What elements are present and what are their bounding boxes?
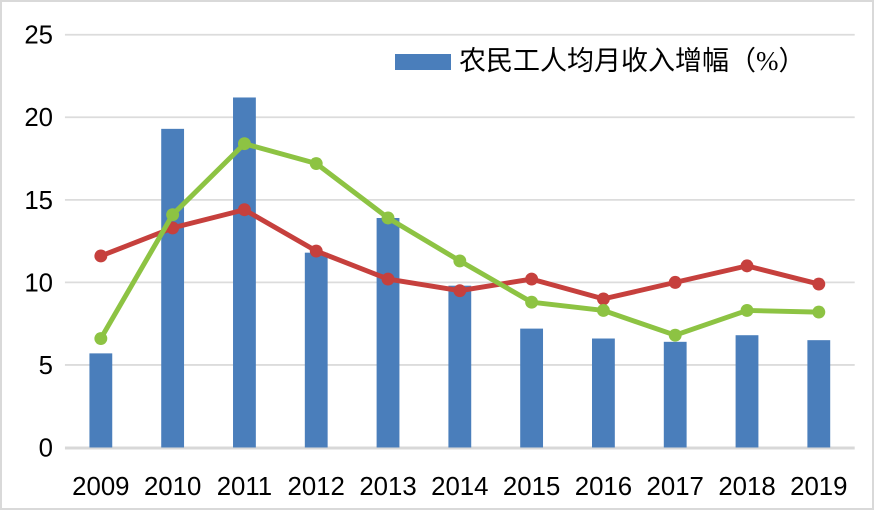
x-axis-tick-label: 2018 [718, 473, 775, 501]
bar-2010 [161, 128, 185, 448]
red-line-point-2014 [453, 284, 467, 298]
red-line-point-2019 [812, 277, 826, 291]
green-line-point-2012 [309, 157, 323, 170]
red-line-point-2009 [94, 249, 108, 263]
x-axis-tick-label: 2017 [647, 473, 704, 501]
x-axis-tick-label: 2015 [503, 473, 560, 501]
bar-2015 [520, 328, 544, 448]
y-axis-tick-label: 10 [24, 269, 53, 297]
legend-label: 农民工人均月收入增幅（%） [459, 46, 806, 77]
x-axis-tick-label: 2009 [72, 473, 129, 501]
green-line-point-2010 [166, 208, 180, 222]
x-axis-tick-label: 2014 [431, 473, 488, 501]
green-line-point-2015 [525, 295, 539, 309]
bar-2016 [592, 338, 615, 448]
green-line-point-2019 [812, 305, 826, 319]
bar-2014 [448, 285, 472, 448]
bar-2013 [376, 217, 400, 448]
red-line-point-2017 [668, 275, 682, 289]
x-axis-tick-label: 2012 [288, 473, 345, 501]
red-line-point-2012 [309, 244, 323, 258]
green-line-point-2014 [453, 254, 467, 268]
y-axis-tick-label: 15 [24, 187, 53, 215]
red-line-point-2015 [525, 272, 539, 286]
x-axis-tick-label: 2019 [790, 473, 847, 501]
red-line-point-2011 [237, 203, 251, 217]
y-axis-tick-label: 5 [39, 352, 53, 380]
bar-2017 [663, 341, 687, 448]
bar-2018 [735, 335, 759, 448]
x-axis-tick-label: 2016 [575, 473, 632, 501]
y-axis-tick-label: 25 [24, 22, 53, 50]
bar-2011 [233, 97, 256, 448]
green-line-point-2011 [237, 137, 251, 151]
x-axis-tick-label: 2010 [144, 473, 201, 501]
x-axis-tick-label: 2011 [217, 473, 272, 501]
green-line-point-2013 [381, 211, 395, 225]
bar-2012 [304, 252, 328, 448]
bar-2019 [807, 340, 831, 448]
green-line-point-2017 [668, 328, 682, 342]
x-axis-tick-label: 2013 [359, 473, 416, 501]
green-line-point-2016 [596, 304, 610, 317]
bar-2009 [89, 353, 113, 448]
green-line-point-2009 [94, 332, 108, 345]
y-axis-tick-label: 0 [39, 434, 53, 462]
legend-swatch-bar-series [395, 54, 451, 70]
red-line-point-2013 [381, 272, 395, 286]
chart-legend: 农民工人均月收入增幅（%） [395, 46, 806, 78]
y-axis-tick-label: 20 [24, 104, 53, 132]
red-line-point-2016 [596, 292, 610, 306]
red-line-point-2018 [740, 259, 754, 273]
green-line-point-2018 [740, 304, 754, 317]
